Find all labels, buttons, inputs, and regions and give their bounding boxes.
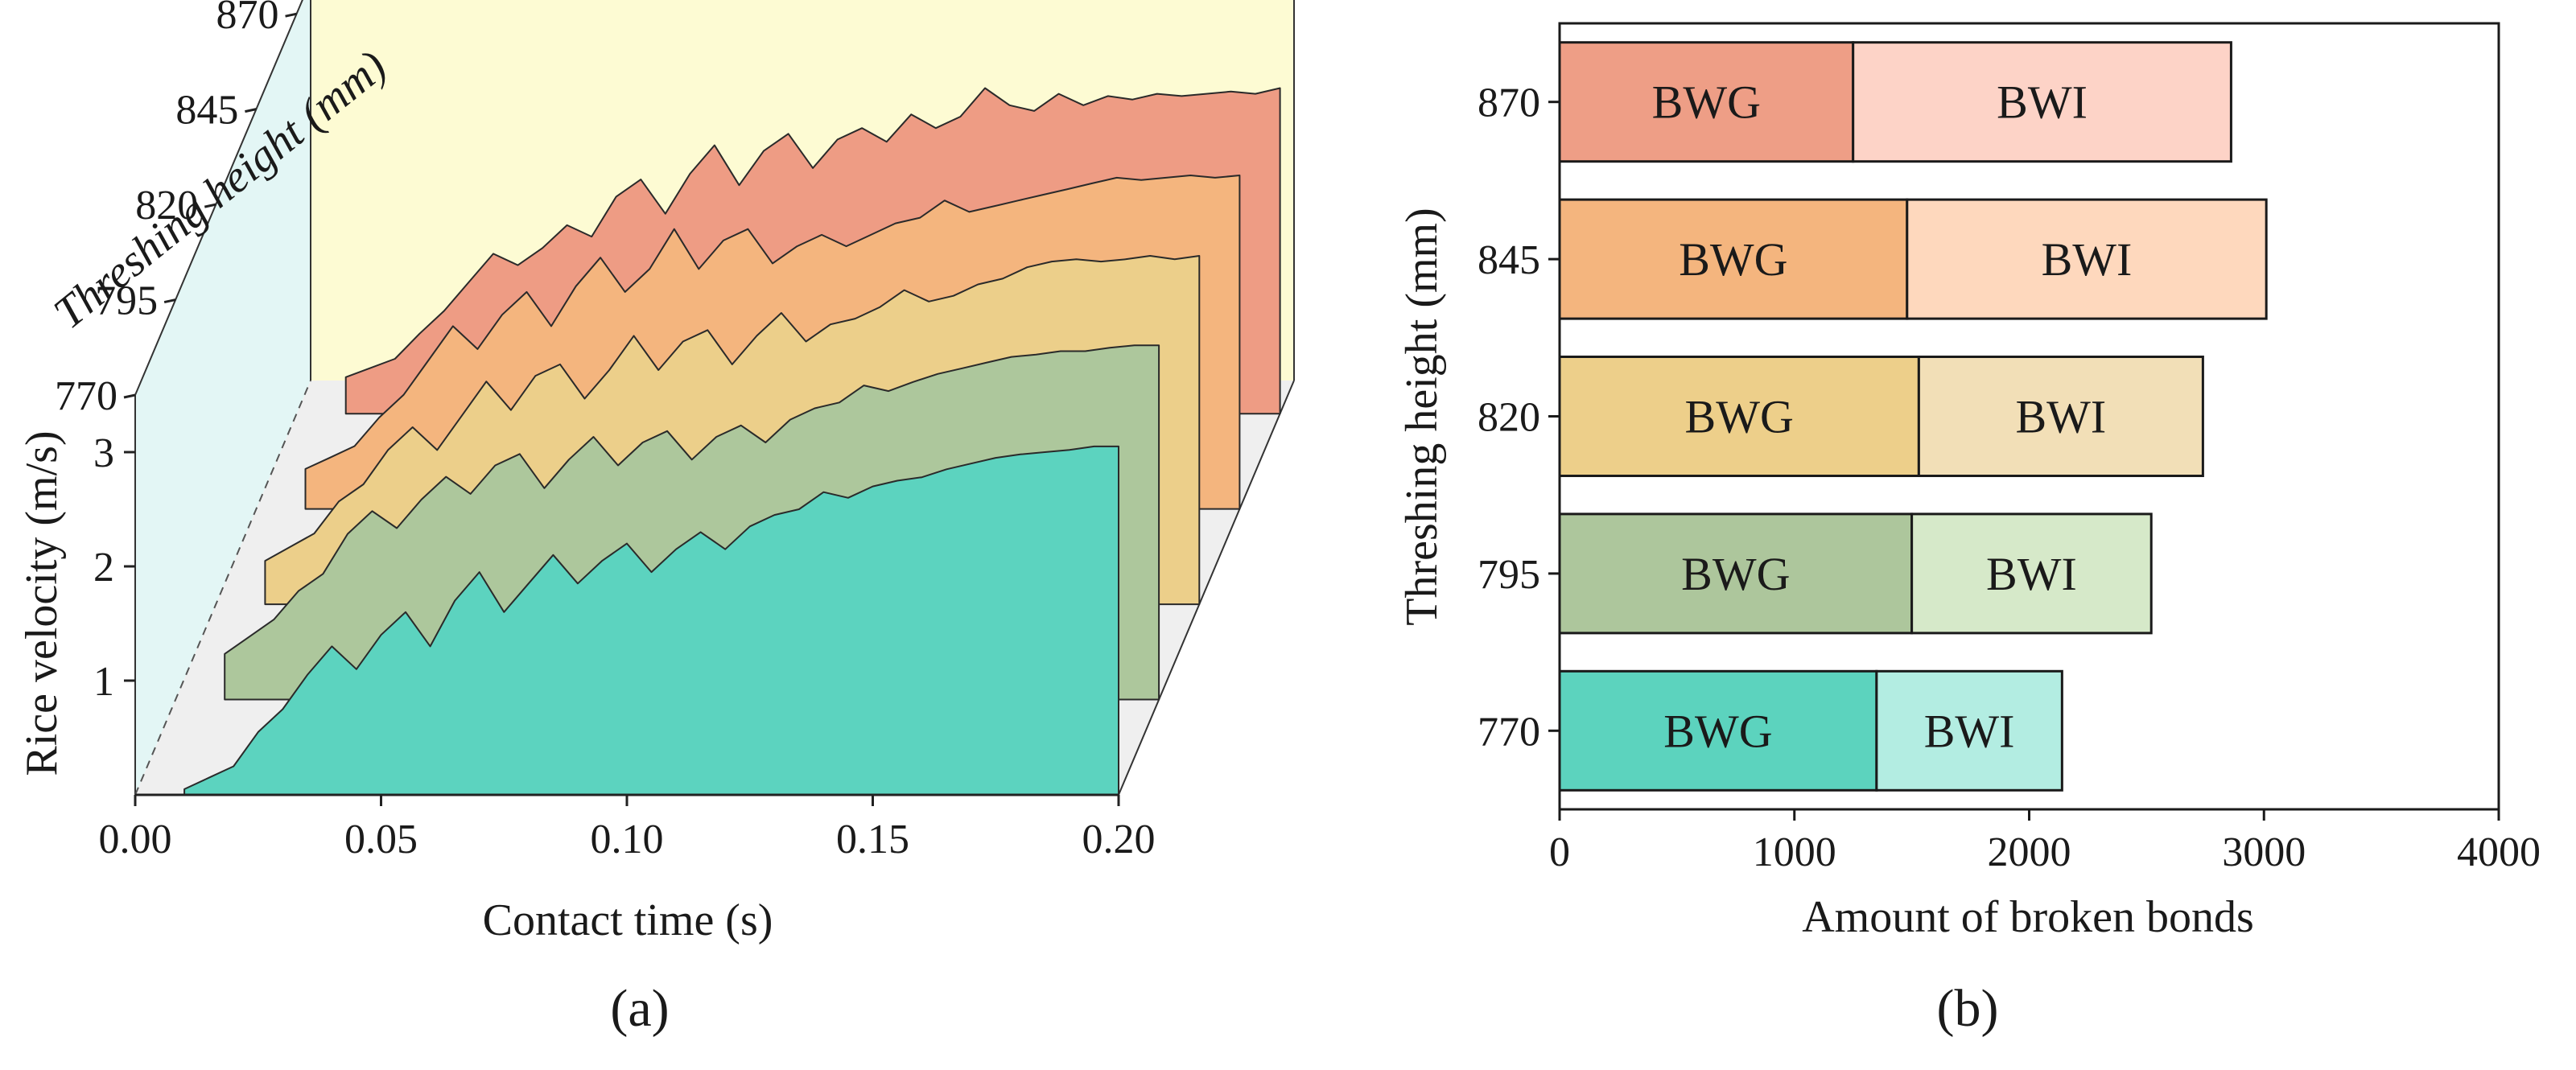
axes-group: 0.00 0.05 0.10 0.15 0.20 1 2 3 770 795 820 845 870	[55, 0, 1156, 862]
x-axis-label: Contact time (s)	[483, 895, 773, 945]
y-tick-label: 845	[1478, 237, 1540, 283]
bar-bwi-820	[1917, 356, 2204, 477]
axes-group: 870 845 820 795 770 0 1000 2000 3000 4000	[1478, 80, 2541, 875]
z-tick-label: 845	[175, 88, 238, 134]
x-tick-label: 0.10	[591, 817, 664, 862]
bar-bwg-820	[1558, 356, 1920, 477]
z-tick-label: 820	[135, 183, 198, 228]
x-tick-label: 2000	[1988, 829, 2071, 875]
z-tick	[123, 393, 136, 399]
y-tick-label: 795	[1478, 552, 1540, 598]
waterfall-chart: 0.00 0.05 0.10 0.15 0.20 1 2 3 770 795 820 845 870 C…	[17, 0, 1295, 1038]
bar-label: BWG	[1652, 76, 1761, 129]
bar-label: BWG	[1685, 391, 1794, 443]
z-tick	[285, 12, 297, 18]
bar-bwg-845	[1558, 198, 1909, 320]
y-tick-label: 770	[1478, 709, 1540, 755]
z-tick	[163, 298, 176, 304]
bar-bwi-770	[1875, 669, 2063, 792]
z-tick	[204, 203, 216, 208]
x-tick-label: 0.20	[1082, 817, 1156, 862]
box-edge	[134, 0, 303, 396]
z-tick-label: 795	[95, 278, 158, 324]
floor-depth-edge	[134, 380, 311, 796]
x-tick-label: 1000	[1753, 829, 1836, 875]
panel-a-label: (a)	[610, 979, 669, 1038]
bar-label: BWI	[1986, 548, 2077, 600]
bars-group: BWG BWI BWG BWI BWG BWI BWG BWI BWG BWI	[1558, 41, 2268, 792]
series-area-770	[183, 445, 1119, 796]
bar-bwg-870	[1558, 41, 1855, 163]
y-tick-label: 3	[93, 430, 114, 476]
bar-label: BWI	[1924, 705, 2015, 757]
y-tick-label: 2	[93, 545, 114, 591]
bar-bwi-845	[1906, 198, 2268, 320]
z-tick	[245, 108, 257, 113]
x-tick-label: 0	[1549, 829, 1570, 875]
left-wall-pane	[135, 0, 311, 795]
box-edges	[134, 0, 1295, 796]
x-tick-label: 0.00	[99, 817, 172, 862]
x-axis-label: Amount of broken bonds	[1802, 892, 2254, 942]
bar-label: BWG	[1681, 548, 1790, 600]
x-tick-label: 0.05	[344, 817, 418, 862]
bar-label: BWI	[1997, 76, 2088, 129]
z-tick-label: 770	[55, 373, 117, 419]
z-tick-label: 870	[216, 0, 279, 38]
panel-b-label: (b)	[1937, 979, 1999, 1038]
bar-bwg-770	[1558, 669, 1878, 792]
y-tick-label: 820	[1478, 395, 1540, 441]
y-axis-label: Threshing height (mm)	[1397, 208, 1447, 625]
bar-bwi-795	[1910, 512, 2153, 635]
y-axis-label: Rice velocity (m/s)	[17, 430, 67, 776]
bar-label: BWG	[1679, 233, 1787, 286]
bar-bwg-795	[1558, 512, 1914, 635]
x-tick-label: 0.15	[836, 817, 909, 862]
y-tick-label: 1	[93, 659, 114, 705]
series-group	[183, 87, 1281, 796]
bar-label: BWI	[2016, 391, 2107, 443]
x-tick-label: 3000	[2222, 829, 2306, 875]
box-edge	[1118, 380, 1295, 796]
stacked-bar-chart: BWG BWI BWG BWI BWG BWI BWG BWI BWG BWI 870 845 820…	[1397, 22, 2541, 1038]
bar-label: BWI	[2042, 233, 2133, 286]
bar-label: BWG	[1663, 705, 1772, 757]
bar-bwi-870	[1852, 41, 2232, 163]
y-tick-label: 870	[1478, 80, 1540, 126]
x-tick-label: 4000	[2457, 829, 2541, 875]
